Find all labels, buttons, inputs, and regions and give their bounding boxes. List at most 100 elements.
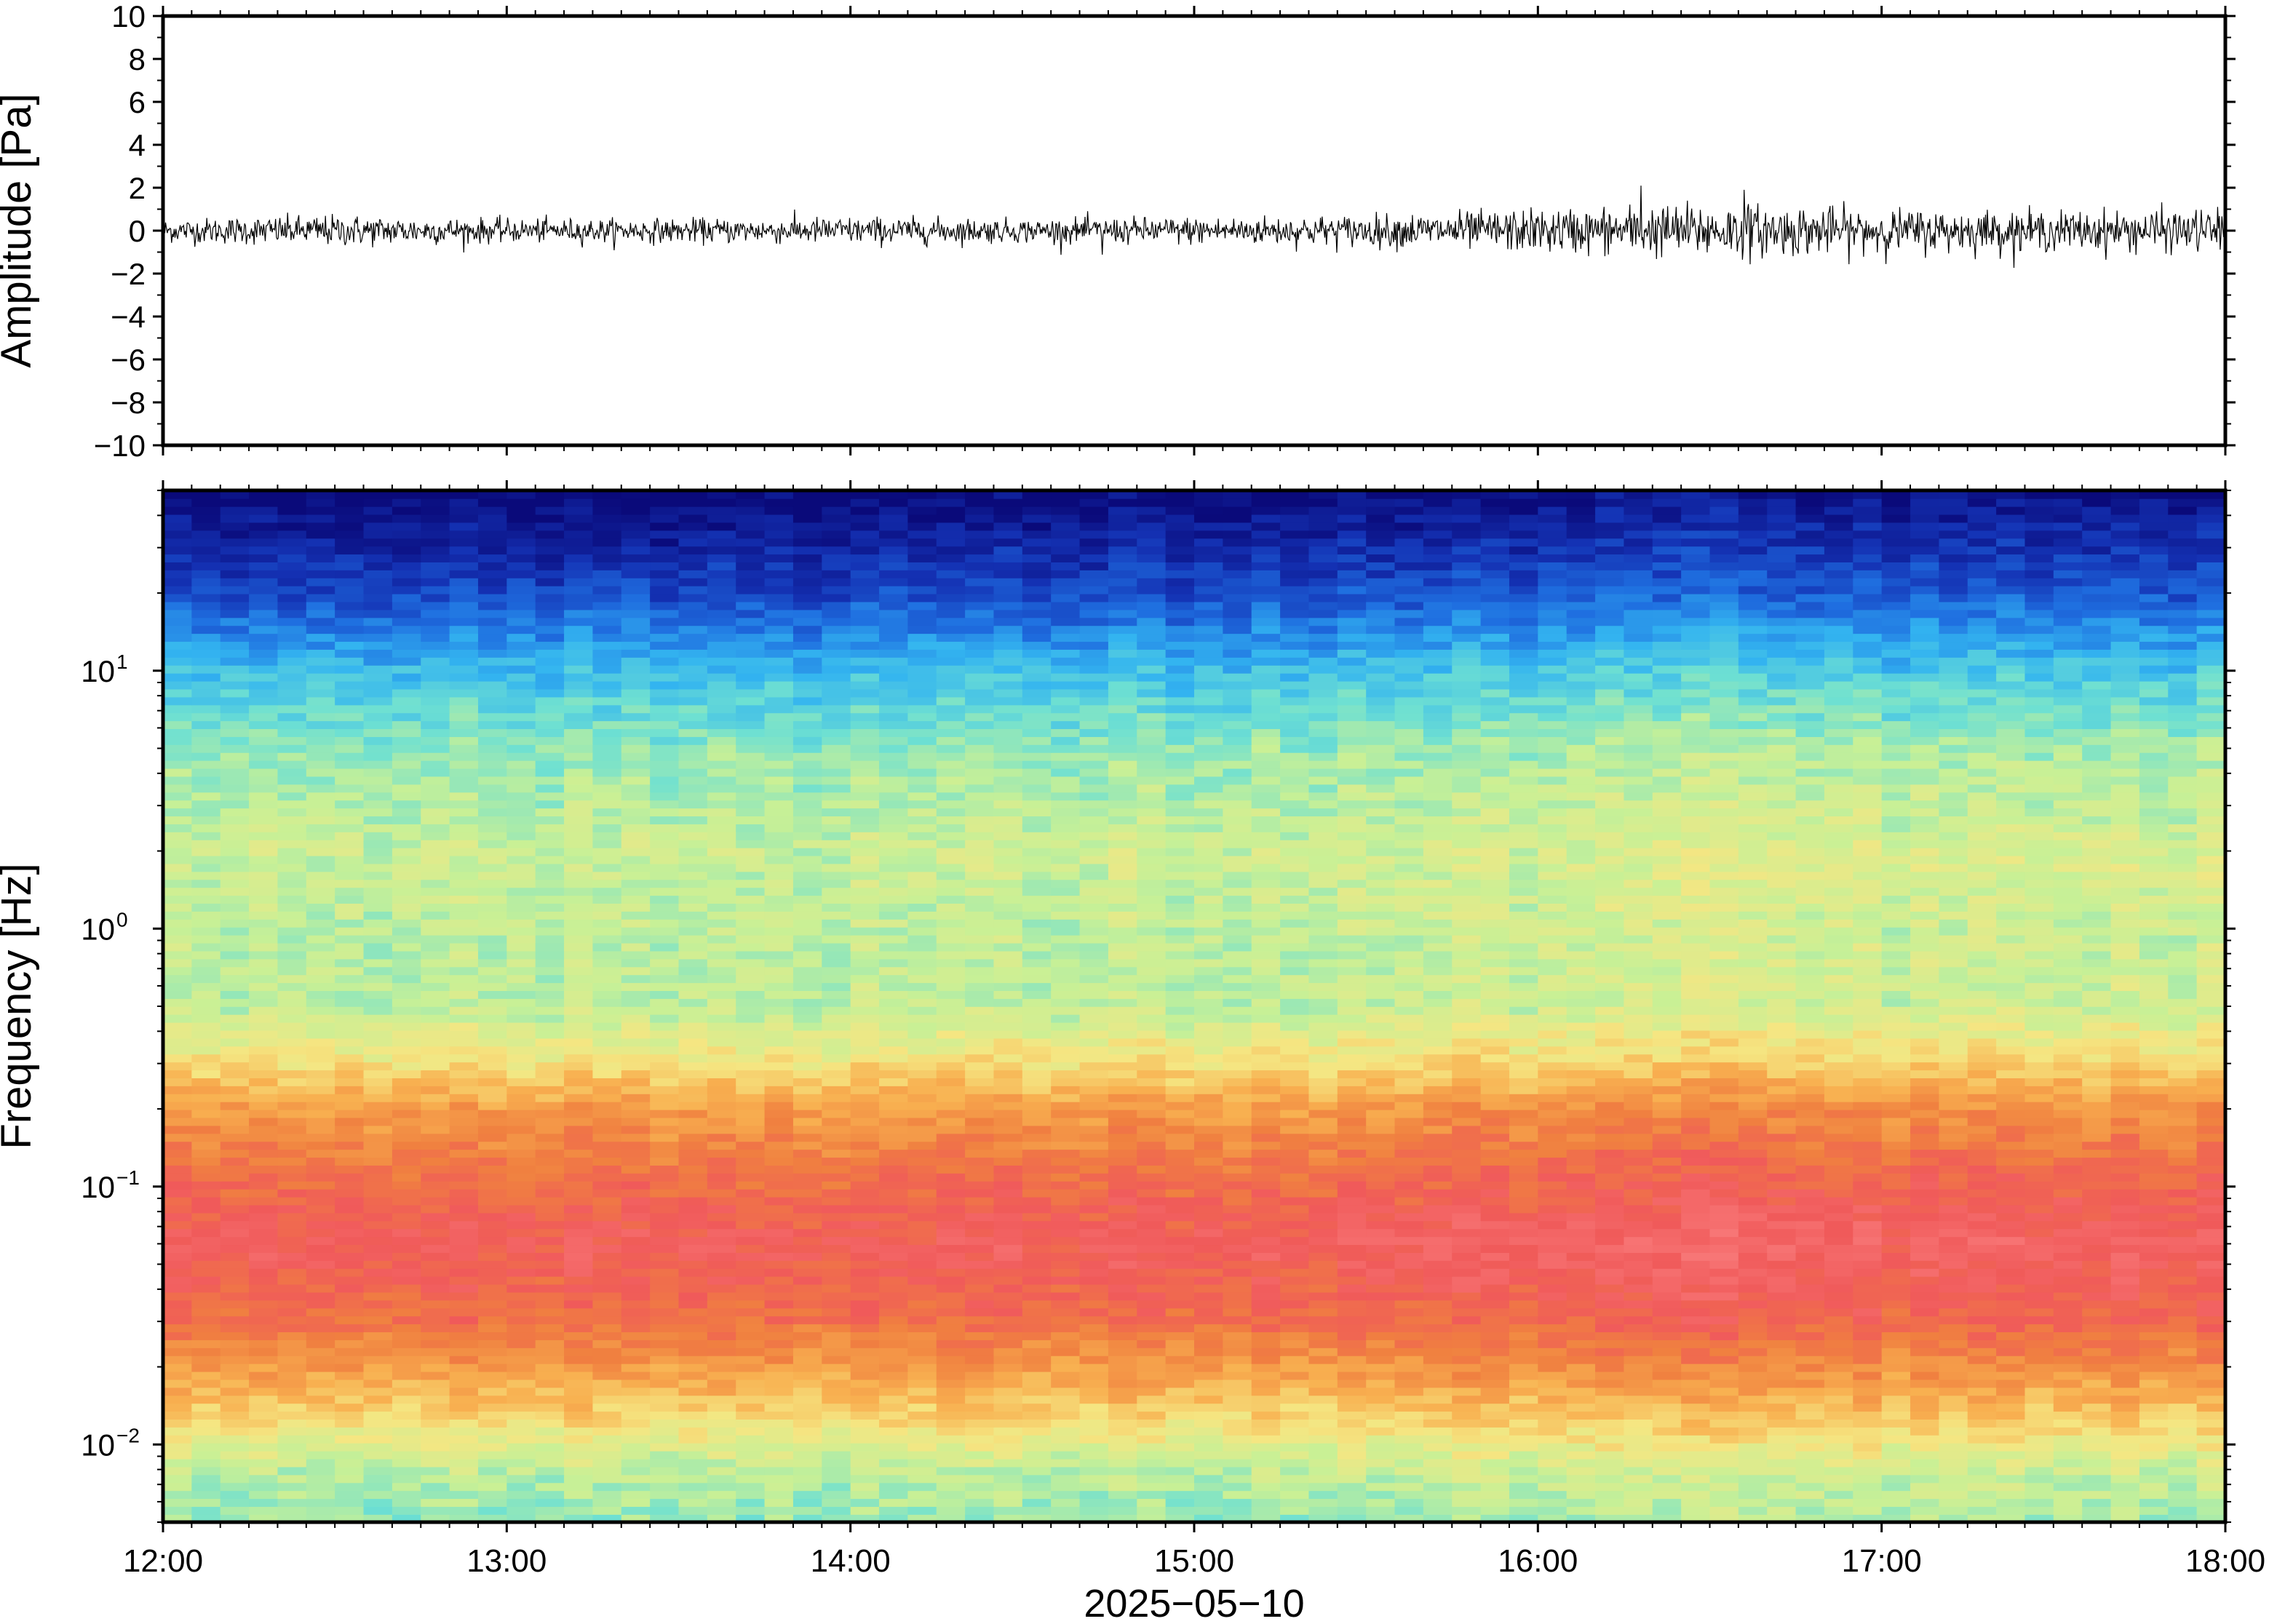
spectrogram-cell (1595, 1204, 1625, 1214)
spectrogram-cell (1624, 990, 1653, 999)
spectrogram-cell (1881, 1149, 1911, 1158)
spectrogram-cell (792, 1070, 823, 1078)
spectrogram-cell (2168, 1466, 2198, 1476)
spectrogram-cell (1308, 1307, 1338, 1317)
spectrogram-cell (1652, 1196, 1682, 1206)
spectrogram-cell (306, 1022, 335, 1031)
spectrogram-cell (2024, 1046, 2054, 1055)
spectrogram-cell (1251, 1180, 1281, 1190)
spectrogram-cell (277, 1355, 307, 1364)
spectrogram-cell (2024, 1315, 2054, 1325)
spectrogram-cell (1308, 1442, 1338, 1452)
spectrogram-cell (1308, 1299, 1338, 1309)
spectrogram-cell (1423, 1101, 1453, 1110)
spectrogram-cell (306, 1403, 335, 1412)
spectrogram-cell (392, 1348, 422, 1356)
spectrogram-cell (1337, 1141, 1367, 1150)
spectrogram-cell (1137, 1212, 1167, 1222)
spectrogram-cell (306, 1363, 335, 1372)
spectrogram-cell (564, 1332, 594, 1340)
spectrogram-cell (335, 1307, 365, 1317)
spectrogram-cell (1137, 1450, 1167, 1460)
spectrogram-cell (506, 1260, 536, 1269)
spectrogram-cell (163, 1046, 193, 1055)
spectrogram-cell (1079, 1244, 1109, 1253)
spectrogram-cell (1824, 1332, 1854, 1340)
spectrogram-cell (2110, 1514, 2140, 1522)
spectrogram-cell (1337, 1093, 1367, 1102)
spectrogram-cell (1108, 1514, 1138, 1522)
spectrogram-cell (936, 1275, 966, 1285)
spectrogram-cell (1538, 1403, 1567, 1412)
spectrogram-cell (1767, 1173, 1797, 1182)
spectrogram-cell (1137, 1283, 1167, 1293)
spectrogram-cell (1939, 1006, 1968, 1015)
spectrogram-cell (535, 1188, 565, 1198)
spectrogram-cell (936, 1180, 966, 1190)
spectrogram-cell (421, 1220, 450, 1230)
spectrogram-cell (907, 1395, 937, 1404)
spectrogram-cell (965, 1244, 995, 1253)
spectrogram-cell (1423, 1157, 1453, 1166)
spectrogram-cell (1223, 1086, 1252, 1094)
spectrogram-cell (1423, 1022, 1453, 1031)
spectrogram-cell (1681, 1291, 1711, 1301)
spectrogram-cell (535, 1212, 565, 1222)
spectrogram-cell (1079, 1379, 1109, 1388)
spectrogram-cell (363, 1109, 393, 1118)
spectrogram-cell (1394, 1411, 1424, 1420)
spectrogram-cell (1366, 1078, 1396, 1086)
spectrogram-cell (1452, 1411, 1482, 1420)
spectrogram-cell (936, 1355, 966, 1364)
spectrogram-cell (1824, 1291, 1854, 1301)
spectrogram-cell (1452, 1275, 1482, 1285)
spectrogram-cell (1308, 1395, 1338, 1404)
spectrogram-cell (993, 1348, 1023, 1356)
spectrogram-cell (707, 1403, 737, 1412)
spectrogram-cell (592, 1260, 622, 1269)
spectrogram-cell (1022, 1204, 1052, 1214)
spectrogram-cell (1280, 1006, 1310, 1015)
spectrogram-cell (1910, 1355, 1940, 1364)
spectrogram-cell (392, 1086, 422, 1094)
spectrogram-cell (1824, 1403, 1854, 1412)
spectrogram-cell (1423, 1291, 1453, 1301)
spectrogram-cell (2053, 1299, 2083, 1309)
spectrogram-cell (1939, 1125, 1968, 1134)
spectrogram-cell (678, 1371, 708, 1380)
spectrogram-cell (1337, 1355, 1367, 1364)
spectrogram-cell (1337, 1260, 1367, 1269)
spectrogram-cell (163, 1514, 193, 1522)
spectrogram-cell (1366, 1086, 1396, 1094)
spectrogram-cell (163, 1252, 193, 1261)
spectrogram-cell (1538, 1157, 1567, 1166)
spectrogram-cell (592, 1474, 622, 1484)
spectrogram-cell (736, 1062, 766, 1071)
spectrogram-cell (1967, 1125, 1997, 1134)
spectrogram-cell (1910, 1395, 1940, 1404)
spectrogram-cell (1681, 1046, 1711, 1055)
spectrogram-cell (621, 990, 651, 999)
spectrogram-cell (1795, 1379, 1825, 1388)
spectrogram-cell (249, 1244, 279, 1253)
spectrogram-cell (1251, 1363, 1281, 1372)
spectrogram-cell (163, 1038, 193, 1047)
spectrogram-cell (1137, 1260, 1167, 1269)
spectrogram-cell (1394, 1228, 1424, 1238)
spectrogram-cell (1051, 1252, 1081, 1261)
spectrogram-cell (592, 1363, 622, 1372)
spectrogram-cell (1337, 982, 1367, 991)
spectrogram-cell (2082, 1411, 2112, 1420)
spectrogram-cell (1795, 1180, 1825, 1190)
spectrogram-cell (1079, 1180, 1109, 1190)
spectrogram-cell (1452, 1355, 1482, 1364)
spectrogram-cell (449, 1188, 479, 1198)
spectrogram-cell (477, 1054, 508, 1063)
spectrogram-cell (678, 990, 708, 999)
spectrogram-cell (936, 1371, 966, 1380)
spectrogram-cell (1137, 1141, 1167, 1150)
spectrogram-cell (249, 1236, 279, 1246)
spectrogram-cell (993, 1482, 1023, 1492)
spectrogram-cell (1051, 1291, 1081, 1301)
spectrogram-cell (792, 1125, 823, 1134)
